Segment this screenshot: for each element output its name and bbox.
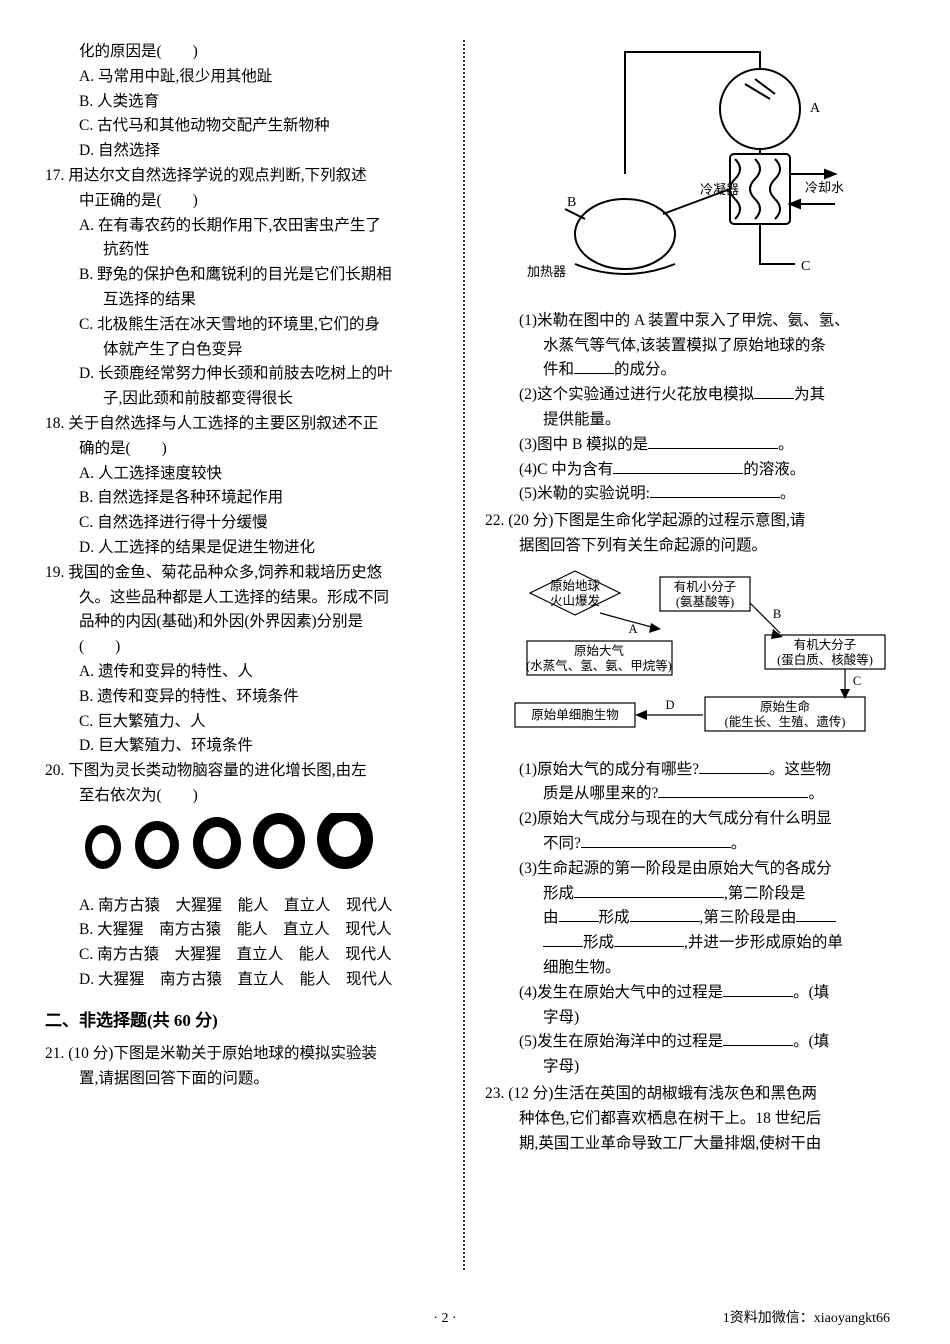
svg-text:有机大分子: 有机大分子 <box>794 638 857 652</box>
svg-text:D: D <box>665 698 674 712</box>
q16-optD: D. 自然选择 <box>45 139 443 164</box>
origin-flowchart: 原始地球 火山爆发 有机小分子 (氨基酸等) 原始大气 (水蒸气、氢、氨、甲烷等… <box>505 563 905 752</box>
q17-optD2: 子,因此颈和前肢都变得很长 <box>45 387 443 412</box>
q21-s1a: (1)米勒在图中的 A 装置中泵入了甲烷、氨、氢、 <box>485 309 905 334</box>
q23-stem: 23. (12 分)生活在英国的胡椒蛾有浅灰色和黑色两 <box>485 1082 905 1107</box>
left-column: 化的原因是( ) A. 马常用中趾,很少用其他趾 B. 人类选育 C. 古代马和… <box>45 40 443 1270</box>
q21-stem: 21. (10 分)下图是米勒关于原始地球的模拟实验装 <box>45 1042 443 1067</box>
q22-s2b: 不同?。 <box>485 832 905 857</box>
label-C: C <box>801 259 810 274</box>
label-cooling: 冷却水 <box>805 180 844 195</box>
svg-text:A: A <box>628 622 637 636</box>
svg-text:原始地球: 原始地球 <box>550 579 601 593</box>
q21-s3: (3)图中 B 模拟的是。 <box>485 433 905 458</box>
q22-s3a: (3)生命起源的第一阶段是由原始大气的各成分 <box>485 857 905 882</box>
q22-s1b: 质是从哪里来的?。 <box>485 782 905 807</box>
q22-s2: (2)原始大气成分与现在的大气成分有什么明显 <box>485 807 905 832</box>
q16-optA: A. 马常用中趾,很少用其他趾 <box>45 65 443 90</box>
q22-s3e: 细胞生物。 <box>485 956 905 981</box>
q18-optA: A. 人工选择速度较快 <box>45 462 443 487</box>
q22-s4: (4)发生在原始大气中的过程是。(填 <box>485 981 905 1006</box>
q17-stem2: 中正确的是( ) <box>45 189 443 214</box>
q17-optC1: C. 北极熊生活在冰天雪地的环境里,它们的身 <box>45 313 443 338</box>
q17-optB2: 互选择的结果 <box>45 288 443 313</box>
q17-optD1: D. 长颈鹿经常努力伸长颈和前肢去吃树上的叶 <box>45 362 443 387</box>
q17-optA1: A. 在有毒农药的长期作用下,农田害虫产生了 <box>45 214 443 239</box>
q18-stem2: 确的是( ) <box>45 437 443 462</box>
q21-stem2: 置,请据图回答下面的问题。 <box>45 1067 443 1092</box>
label-A: A <box>810 101 821 116</box>
q19-optD: D. 巨大繁殖力、环境条件 <box>45 734 443 759</box>
q18-optC: C. 自然选择进行得十分缓慢 <box>45 511 443 536</box>
q22-s3c: 由形成,第三阶段是由 <box>485 906 905 931</box>
q17-stem: 17. 用达尔文自然选择学说的观点判断,下列叙述 <box>45 164 443 189</box>
q23-stem3: 期,英国工业革命导致工厂大量排烟,使树干由 <box>485 1132 905 1157</box>
q16-optC: C. 古代马和其他动物交配产生新物种 <box>45 114 443 139</box>
label-B: B <box>567 195 576 210</box>
q19-stem: 19. 我国的金鱼、菊花品种众多,饲养和栽培历史悠 <box>45 561 443 586</box>
q21-s2b: 提供能量。 <box>485 408 905 433</box>
q19-optC: C. 巨大繁殖力、人 <box>45 710 443 735</box>
q20-stem2: 至右依次为( ) <box>45 784 443 809</box>
q17-optC2: 体就产生了白色变异 <box>45 338 443 363</box>
q21-s5: (5)米勒的实验说明:。 <box>485 482 905 507</box>
q19-optA: A. 遗传和变异的特性、人 <box>45 660 443 685</box>
q21-s1b: 水蒸气等气体,该装置模拟了原始地球的条 <box>485 334 905 359</box>
q22-s3d: 形成,并进一步形成原始的单 <box>485 931 905 956</box>
svg-text:原始生命: 原始生命 <box>760 699 811 714</box>
q20-optD: D. 大猩猩 南方古猿 直立人 能人 现代人 <box>45 968 443 993</box>
q22-s1: (1)原始大气的成分有哪些?。这些物 <box>485 758 905 783</box>
q16-tail: 化的原因是( ) <box>45 40 443 65</box>
q22-stem2: 据图回答下列有关生命起源的问题。 <box>485 534 905 559</box>
q20-optB: B. 大猩猩 南方古猿 能人 直立人 现代人 <box>45 918 443 943</box>
two-column-layout: 化的原因是( ) A. 马常用中趾,很少用其他趾 B. 人类选育 C. 古代马和… <box>45 40 905 1270</box>
q16-optB: B. 人类选育 <box>45 90 443 115</box>
section2-title: 二、非选择题(共 60 分) <box>45 1007 443 1034</box>
q18-stem: 18. 关于自然选择与人工选择的主要区别叙述不正 <box>45 412 443 437</box>
q17-optA2: 抗药性 <box>45 238 443 263</box>
q22-s5b: 字母) <box>485 1055 905 1080</box>
q20-optA: A. 南方古猿 大猩猩 能人 直立人 现代人 <box>45 894 443 919</box>
q21-s4: (4)C 中为含有的溶液。 <box>485 458 905 483</box>
q18-optB: B. 自然选择是各种环境起作用 <box>45 486 443 511</box>
svg-text:原始大气: 原始大气 <box>574 643 625 658</box>
miller-diagram: A 冷凝器 冷却水 B 加热器 C <box>505 44 905 303</box>
q21-s1c: 件和的成分。 <box>485 358 905 383</box>
skull-diagram <box>45 813 443 890</box>
q19-stem2: 久。这些品种都是人工选择的结果。形成不同 <box>45 586 443 611</box>
svg-text:(蛋白质、核酸等): (蛋白质、核酸等) <box>777 652 873 667</box>
svg-text:有机小分子: 有机小分子 <box>674 580 737 594</box>
q19-stem4: ( ) <box>45 635 443 660</box>
svg-text:原始单细胞生物: 原始单细胞生物 <box>531 708 619 722</box>
q18-optD: D. 人工选择的结果是促进生物进化 <box>45 536 443 561</box>
svg-text:(能生长、生殖、遗传): (能生长、生殖、遗传) <box>725 714 846 729</box>
q17-optB1: B. 野兔的保护色和鹰锐利的目光是它们长期相 <box>45 263 443 288</box>
q19-optB: B. 遗传和变异的特性、环境条件 <box>45 685 443 710</box>
q22-stem: 22. (20 分)下图是生命化学起源的过程示意图,请 <box>485 509 905 534</box>
column-divider <box>463 40 465 1270</box>
right-column: A 冷凝器 冷却水 B 加热器 C (1)米勒在图中的 A 装置中泵入了甲烷、氨… <box>485 40 905 1270</box>
svg-text:B: B <box>773 607 781 621</box>
svg-text:(氨基酸等): (氨基酸等) <box>676 594 734 609</box>
svg-text:火山爆发: 火山爆发 <box>550 593 601 608</box>
q22-s4b: 字母) <box>485 1006 905 1031</box>
watermark-text: 1资料加微信：xiaoyangkt66 <box>723 1308 890 1330</box>
q20-stem: 20. 下图为灵长类动物脑容量的进化增长图,由左 <box>45 759 443 784</box>
q22-s5: (5)发生在原始海洋中的过程是。(填 <box>485 1030 905 1055</box>
q20-optC: C. 南方古猿 大猩猩 直立人 能人 现代人 <box>45 943 443 968</box>
label-condenser: 冷凝器 <box>700 182 739 197</box>
svg-text:(水蒸气、氢、氨、甲烷等): (水蒸气、氢、氨、甲烷等) <box>526 658 672 673</box>
q19-stem3: 品种的内因(基础)和外因(外界因素)分别是 <box>45 610 443 635</box>
svg-text:C: C <box>853 674 861 688</box>
q23-stem2: 种体色,它们都喜欢栖息在树干上。18 世纪后 <box>485 1107 905 1132</box>
q22-s3b: 形成,第二阶段是 <box>485 882 905 907</box>
label-heater: 加热器 <box>527 264 566 279</box>
q21-s2: (2)这个实验通过进行火花放电模拟为其 <box>485 383 905 408</box>
